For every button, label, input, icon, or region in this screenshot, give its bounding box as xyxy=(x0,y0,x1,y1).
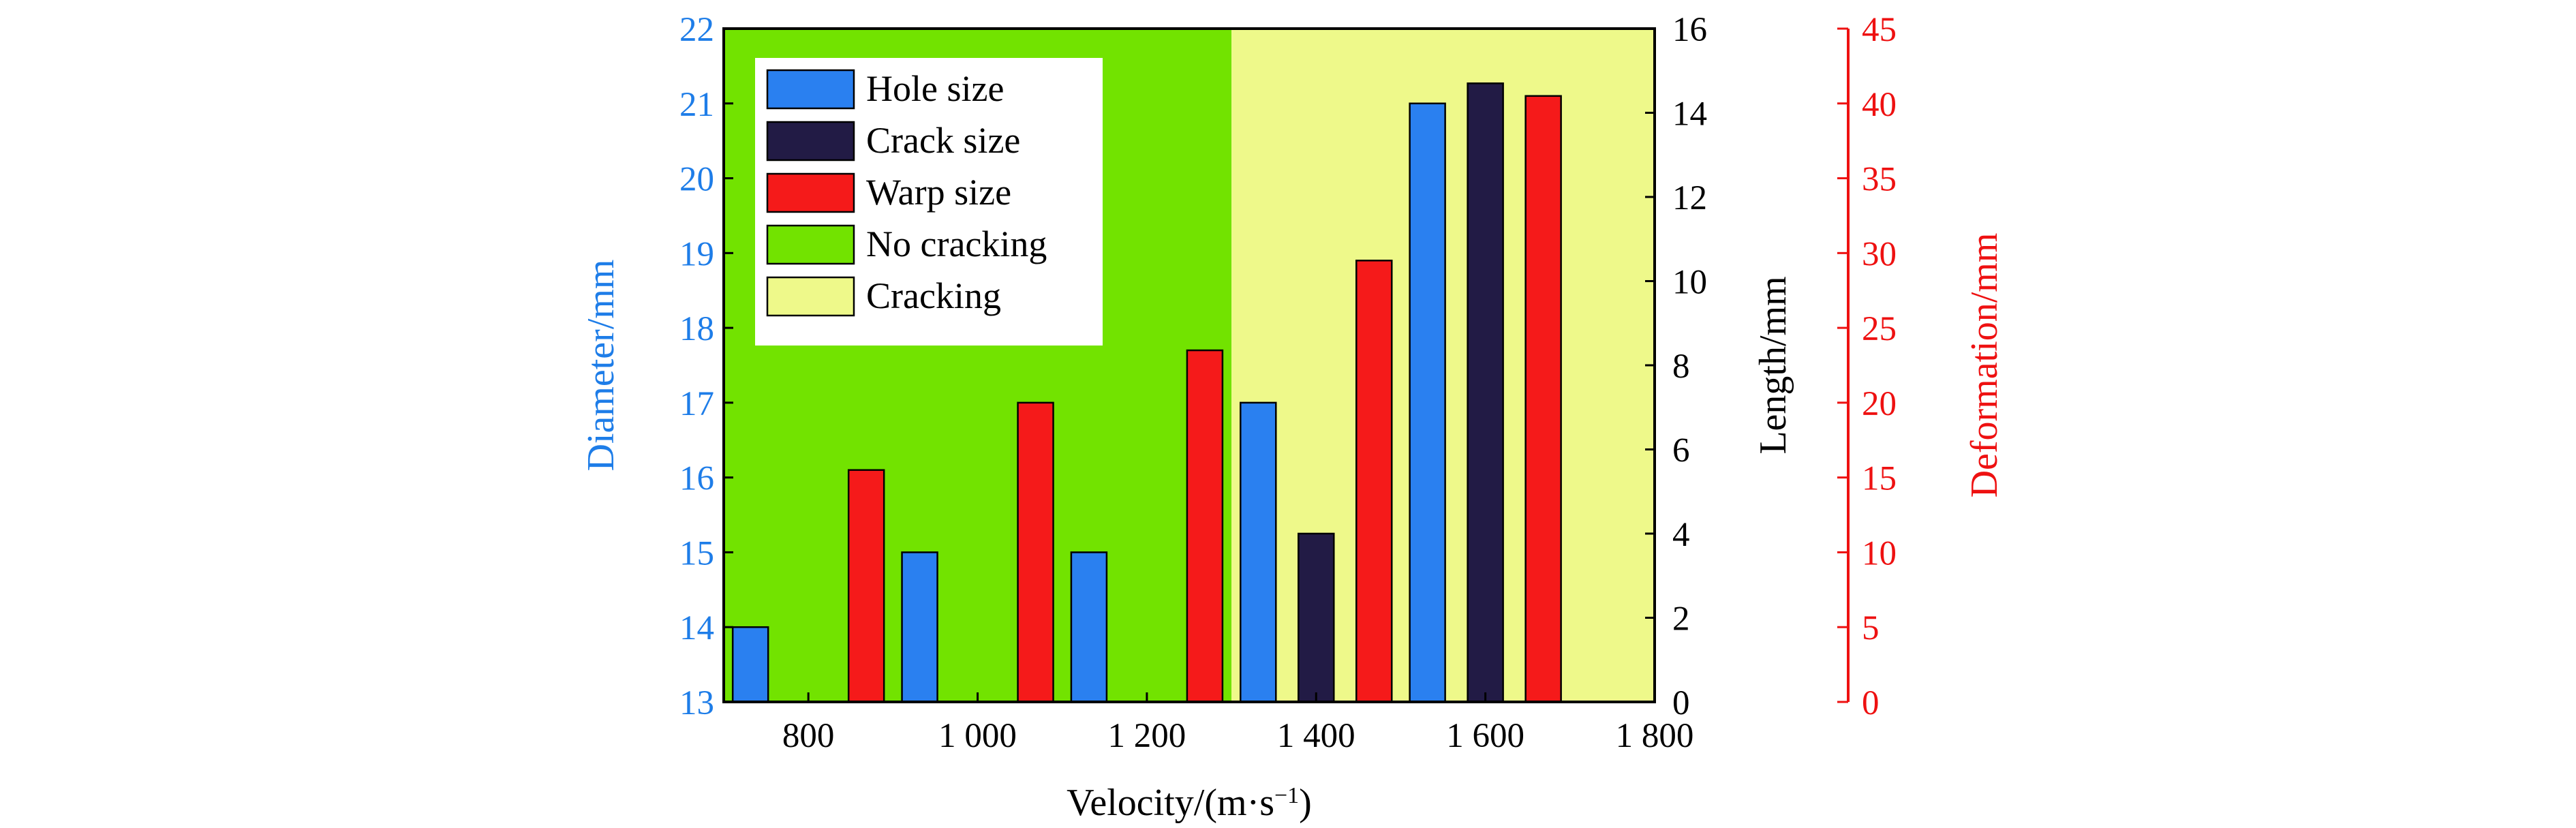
x-axis-title-main: Velocity/(m·s xyxy=(1067,782,1274,824)
legend-label-crack-size: Crack size xyxy=(866,120,1020,161)
legend-swatch-no-cracking xyxy=(766,224,855,265)
y-axis-left: 13 14 15 16 17 18 19 20 21 22 Diameter/mm xyxy=(580,11,733,722)
legend: Hole size Crack size Warp size No cracking C… xyxy=(755,58,1103,346)
y-axis-mid: 0 2 4 6 8 10 12 14 16 Length/mm xyxy=(1645,11,1794,722)
x-axis: 800 1 000 1 200 1 400 1 600 1 800 xyxy=(782,692,1693,755)
x-tick-label: 1 000 xyxy=(938,717,1017,755)
y-tick-label-left: 20 xyxy=(679,161,714,199)
y-tick-label-mid: 2 xyxy=(1672,600,1690,639)
y-tick-label-mid: 8 xyxy=(1672,348,1690,386)
y-axis-right: 0 5 10 15 20 25 30 35 40 45 Deformation/mm xyxy=(1837,11,2006,722)
y-axis-title-mid: Length/mm xyxy=(1752,276,1794,454)
y-tick-label-mid: 6 xyxy=(1672,432,1690,470)
x-tick-label: 1 600 xyxy=(1446,717,1524,755)
legend-label-hole-size: Hole size xyxy=(866,68,1004,109)
y-tick-label-mid: 4 xyxy=(1672,516,1690,554)
y-tick-label-left: 19 xyxy=(679,235,714,273)
legend-swatch-cracking xyxy=(766,276,855,317)
x-axis-title-end: ) xyxy=(1299,782,1312,824)
legend-label-no-cracking: No cracking xyxy=(866,224,1047,264)
y-tick-label-left: 15 xyxy=(679,534,714,572)
y-tick-label-right: 45 xyxy=(1862,11,1897,49)
x-tick-label: 1 800 xyxy=(1616,717,1694,755)
y-axis-title-right: Deformation/mm xyxy=(1963,233,2006,498)
y-tick-label-left: 18 xyxy=(679,310,714,348)
y-tick-label-mid: 10 xyxy=(1672,264,1707,302)
x-axis-title-sup: −1 xyxy=(1274,783,1299,808)
y-tick-label-right: 35 xyxy=(1862,161,1897,199)
bar-hole-size-1400 xyxy=(1240,401,1277,703)
bar-hole-size-1000 xyxy=(901,551,938,703)
y-tick-label-left: 17 xyxy=(679,385,714,423)
y-tick-label-right: 20 xyxy=(1862,385,1897,423)
y-tick-label-left: 14 xyxy=(679,609,714,647)
bar-warp-size-800 xyxy=(847,469,885,703)
y-tick-label-mid: 16 xyxy=(1672,11,1707,49)
x-tick-label: 800 xyxy=(782,717,835,755)
bar-warp-size-1000 xyxy=(1017,401,1054,703)
y-tick-label-left: 22 xyxy=(679,11,714,49)
bar-hole-size-1200 xyxy=(1070,551,1108,703)
y-tick-label-right: 10 xyxy=(1862,534,1897,572)
bar-marks xyxy=(731,82,1562,703)
y-tick-label-right: 5 xyxy=(1862,609,1880,647)
legend-label-cracking: Cracking xyxy=(866,275,1001,316)
bar-warp-size-1400 xyxy=(1355,260,1393,703)
legend-swatch-crack-size xyxy=(766,121,855,162)
y-axes: 13 14 15 16 17 18 19 20 21 22 Diameter/mm 0 2 4 6 8 10 12… xyxy=(580,11,2006,722)
y-tick-label-mid: 12 xyxy=(1672,179,1707,217)
y-tick-label-left: 16 xyxy=(679,460,714,498)
y-axis-title-left: Diameter/mm xyxy=(580,259,622,471)
bar-crack-size-1400 xyxy=(1298,532,1335,703)
y-tick-label-right: 0 xyxy=(1862,684,1880,722)
legend-label-warp-size: Warp size xyxy=(866,172,1011,213)
x-tick-label: 1 200 xyxy=(1108,717,1186,755)
y-tick-label-left: 13 xyxy=(679,684,714,722)
y-tick-label-mid: 0 xyxy=(1672,684,1690,722)
legend-swatch-hole-size xyxy=(766,69,855,110)
y-tick-label-right: 25 xyxy=(1862,310,1897,348)
bar-hole-size-800 xyxy=(731,626,769,703)
legend-swatch-warp-size xyxy=(766,172,855,213)
y-tick-label-right: 40 xyxy=(1862,86,1897,124)
x-tick-label: 1 400 xyxy=(1277,717,1355,755)
y-tick-label-left: 21 xyxy=(679,86,714,124)
bar-crack-size-1600 xyxy=(1467,82,1504,703)
bar-warp-size-1200 xyxy=(1186,349,1224,703)
x-axis-title: Velocity/(m·s−1) xyxy=(1067,782,1312,824)
y-tick-label-right: 30 xyxy=(1862,235,1897,273)
y-tick-label-mid: 14 xyxy=(1672,95,1707,134)
bar-hole-size-1600 xyxy=(1409,102,1446,703)
bar-warp-size-1600 xyxy=(1524,95,1562,703)
y-tick-label-right: 15 xyxy=(1862,460,1897,498)
